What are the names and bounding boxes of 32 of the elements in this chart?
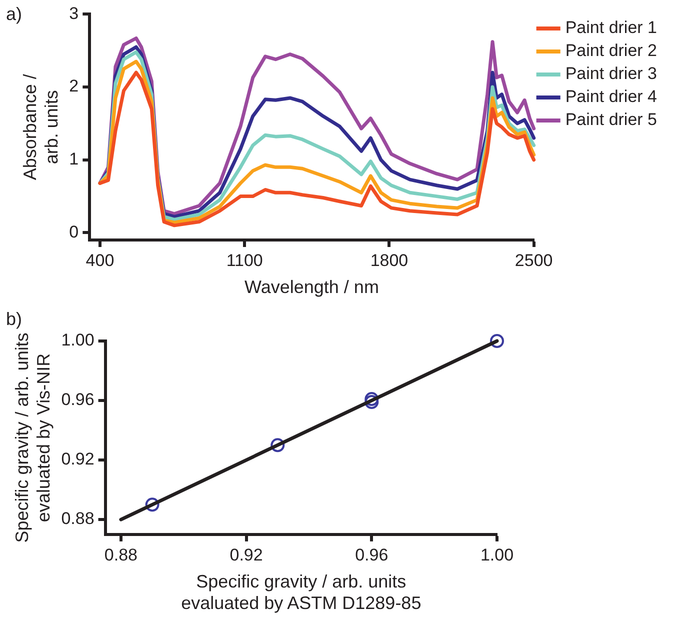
- legend-label: Paint drier 4: [565, 87, 658, 106]
- x-tick-label: 0.96: [355, 545, 388, 564]
- legend-label: Paint drier 2: [565, 41, 658, 60]
- x-axis-title: Specific gravity / arb. units evaluated by ASTM D1289-85: [181, 572, 422, 614]
- x-tick-label: 1800: [370, 250, 408, 270]
- legend-label: Paint drier 1: [565, 18, 658, 38]
- x-tick-label: 0.88: [104, 545, 138, 564]
- x-tick-label: 1.00: [480, 545, 514, 564]
- y-tick-label: 0.96: [61, 390, 94, 410]
- y-tick-label: 0.88: [61, 509, 94, 528]
- x-tick-label: 2500: [514, 250, 553, 270]
- point: [364, 392, 379, 406]
- legend-label: Paint drier 3: [565, 64, 658, 84]
- y-tick-label: 3: [69, 4, 79, 23]
- x-axis-title: Wavelength / nm: [244, 277, 379, 298]
- y-tick-label: 1.00: [61, 330, 94, 350]
- text: a): [6, 4, 22, 24]
- y-tick-label: 1: [69, 150, 79, 169]
- y-tick-label: 0.92: [61, 450, 94, 469]
- point: [364, 394, 379, 409]
- y-tick-label: 2: [69, 76, 79, 96]
- legend-label: Paint drier 5: [565, 110, 658, 130]
- point: [145, 498, 160, 512]
- y-tick-label: 0: [69, 222, 79, 242]
- text: b): [6, 308, 22, 329]
- y-axis-title: Specific gravity / arb. units evaluated by Vis-NIR: [12, 332, 54, 543]
- point: [270, 438, 285, 452]
- x-tick-label: 400: [86, 250, 114, 270]
- point: [490, 334, 504, 348]
- x-tick-label: 1100: [226, 250, 263, 270]
- x-tick-label: 0.92: [230, 545, 263, 564]
- y-axis-title: Absorbance / arb. units: [20, 74, 62, 180]
